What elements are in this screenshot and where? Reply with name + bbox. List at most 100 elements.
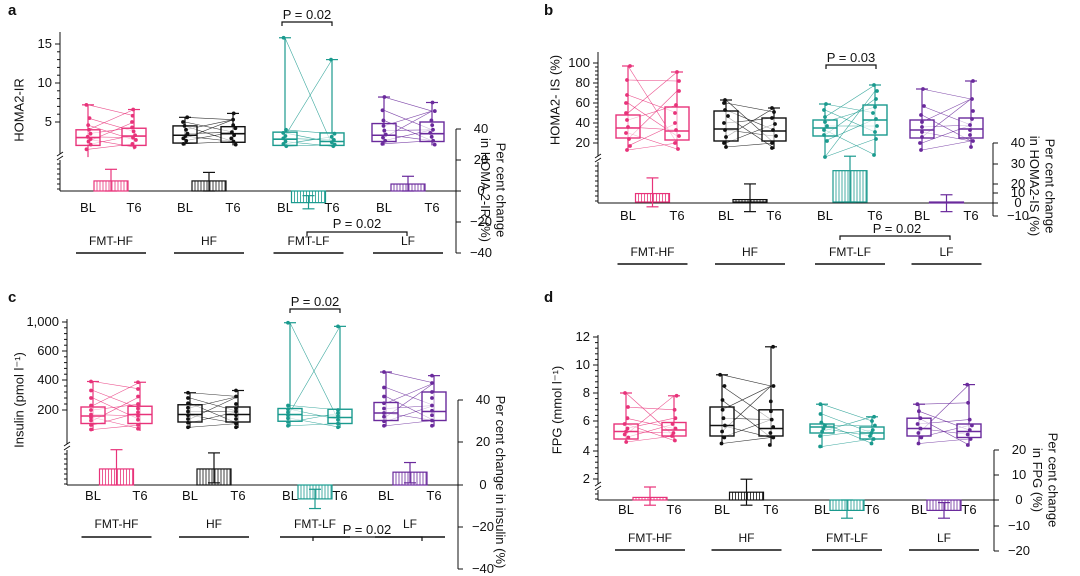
data-point [430,423,434,428]
data-point [769,409,773,414]
change-tick-label: −20 [1008,543,1030,558]
data-point [875,124,879,128]
data-point [332,142,337,147]
data-point [871,437,876,441]
paired-line [921,140,972,151]
data-point [284,127,288,132]
data-point [329,57,333,62]
data-point [918,426,923,431]
data-point [430,418,434,423]
change-tick-label: −40 [470,245,492,260]
p-value-label: P = 0.02 [873,221,922,236]
paired-line [87,104,135,117]
t6-label: T6 [961,502,976,517]
data-point [967,428,972,432]
data-point [624,101,628,105]
data-point [234,417,238,421]
data-point [723,98,727,102]
p-value-label: P = 0.03 [827,50,876,65]
y-tick-label: 400 [37,372,59,387]
paired-line [821,403,873,422]
change-tick-label: 20 [1011,176,1025,191]
data-point [872,83,876,87]
data-point [971,139,975,143]
panel-letter: a [8,2,17,19]
data-point [234,409,238,414]
data-point [136,410,140,415]
paired-line [92,390,141,409]
data-point [869,441,874,446]
data-point [286,423,290,428]
data-point [130,141,135,146]
data-point [381,124,386,128]
data-point [88,142,93,147]
data-point [234,413,238,418]
data-point [870,419,874,423]
data-point [88,137,93,142]
data-point [873,423,877,428]
significance-bracket [289,308,341,313]
data-point [182,124,187,128]
significance-bracket [312,536,423,541]
paired-line [725,142,775,148]
data-point [381,135,385,140]
t6-label: T6 [230,488,245,503]
paired-line [721,437,772,444]
data-point [970,423,974,428]
data-point [283,139,288,144]
p-value-label: P = 0.02 [343,522,392,537]
data-point [721,416,726,421]
data-point [970,117,974,121]
change-tick-label: 20 [1012,442,1026,457]
data-point [624,131,628,135]
change-tick-label: 40 [474,121,488,136]
data-point [430,403,434,408]
paired-line [625,406,675,411]
data-point [336,421,340,426]
data-point [769,417,774,422]
group-label: HF [742,245,758,259]
data-point [382,419,386,424]
paired-line [289,326,341,413]
data-point [88,131,93,136]
data-point [136,423,140,427]
change-tick-label: 10 [1012,467,1026,482]
data-point [430,396,434,400]
paired-line [385,371,435,384]
bl-label: BL [85,488,101,503]
bl-label: BL [618,502,634,517]
data-point [771,425,776,429]
change-tick-label: 0 [477,183,484,198]
data-point [229,136,234,141]
data-point [186,417,190,421]
data-point [181,120,185,124]
data-point [231,123,236,128]
data-point [382,401,386,406]
y-tick-label: 10 [576,357,590,372]
y-axis-label: HOMA2-IR [12,78,27,142]
axis-break-mark [594,153,602,163]
data-point [136,417,140,422]
bl-label: BL [376,200,392,215]
data-point [382,370,386,374]
data-point [825,124,829,128]
data-point [234,388,238,393]
data-point [722,435,727,440]
group-label: FMT-LF [288,234,330,248]
y-tick-label: 1,000 [26,314,59,329]
group-label: HF [206,517,222,531]
data-point [965,382,970,387]
data-point [822,128,826,132]
data-point [872,153,876,157]
bl-label: BL [714,502,730,517]
paired-line [92,381,141,406]
t6-label: T6 [669,208,684,223]
t6-label: T6 [324,200,339,215]
data-point [774,134,778,138]
group-label: LF [937,531,951,545]
data-point [673,416,678,421]
paired-line [921,98,972,123]
group-label: FMT-HF [628,531,672,545]
data-point [723,108,727,112]
